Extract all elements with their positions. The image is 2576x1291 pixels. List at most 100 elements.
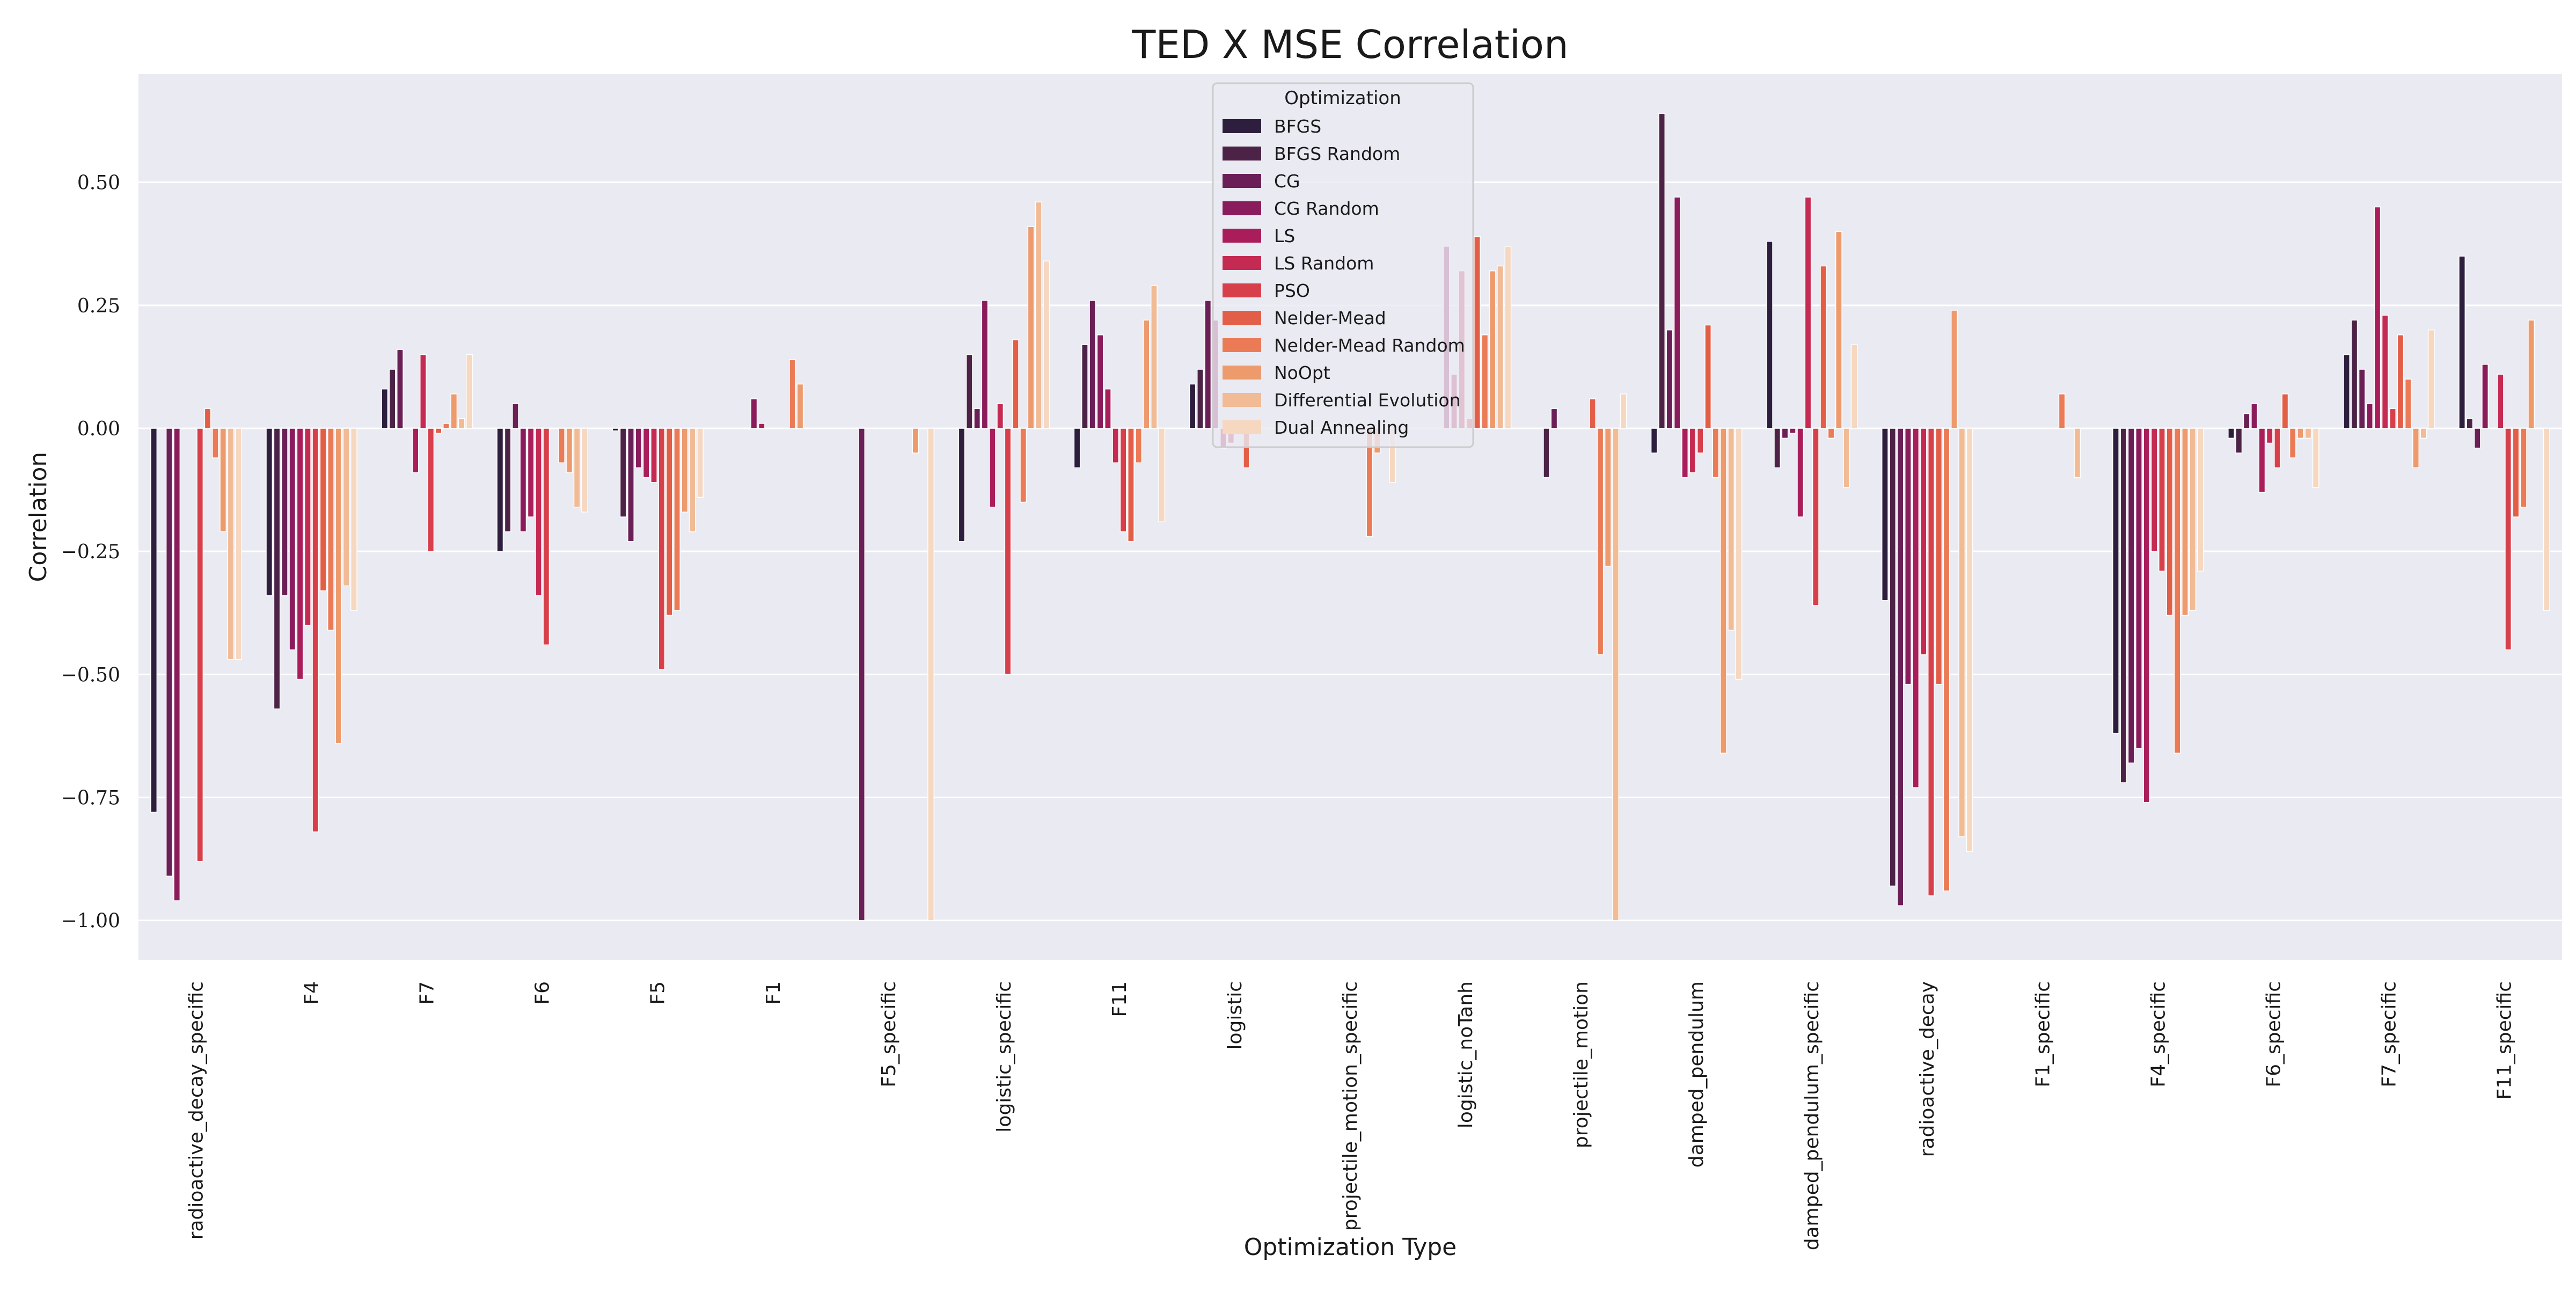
bar (350, 428, 357, 611)
x-tick-label: F7 (416, 981, 438, 1005)
bar (1497, 265, 1504, 429)
bar (1812, 428, 1819, 606)
legend-swatch (1223, 283, 1261, 297)
y-tick-label: −0.25 (61, 541, 120, 563)
bar (1104, 388, 1111, 429)
bar (2150, 428, 2158, 552)
bar (1904, 428, 1912, 685)
bar (619, 428, 627, 517)
x-tick-label: F5 (647, 981, 669, 1005)
bar (2473, 428, 2481, 449)
bar (642, 428, 650, 478)
legend-label: LS Random (1274, 253, 1374, 274)
bar (1658, 113, 1666, 429)
bar (2482, 364, 2489, 429)
bar (397, 349, 404, 429)
x-tick-label: logistic_noTanh (1455, 981, 1477, 1128)
legend-label: Differential Evolution (1274, 390, 1461, 411)
x-tick-label: F4 (301, 981, 323, 1005)
x-tick-label: F1_specific (2032, 981, 2054, 1088)
bar (504, 428, 511, 533)
x-tick-label: F6_specific (2263, 981, 2285, 1088)
legend-title: Optimization (1284, 87, 1401, 109)
bar (1889, 428, 1897, 887)
bar (543, 428, 550, 646)
bar (697, 428, 704, 498)
legend-label: BFGS (1274, 116, 1321, 137)
bar (2389, 408, 2397, 429)
legend-items: BFGS BFGS Random CG CG Random LS LS Random PSO… (1223, 116, 1465, 438)
bar (974, 408, 981, 429)
bar (2520, 428, 2527, 508)
bar (1474, 236, 1481, 429)
bar (958, 428, 965, 542)
bar (2366, 403, 2374, 429)
bar (2512, 428, 2520, 517)
bar (1620, 393, 1627, 429)
bar (1027, 226, 1035, 429)
bar (989, 428, 996, 508)
bar (1004, 428, 1012, 675)
bar (1927, 428, 1935, 896)
bar (389, 369, 396, 429)
bar (2112, 428, 2119, 734)
bar (1589, 398, 1597, 429)
bar (2427, 329, 2435, 429)
bar (281, 428, 288, 596)
y-tick-label: −1.00 (61, 910, 120, 932)
bar (1504, 246, 1512, 429)
bar (581, 428, 588, 513)
bar (1712, 428, 1719, 478)
bar (789, 359, 796, 429)
bar (981, 300, 989, 429)
bar (1604, 428, 1612, 567)
bar (558, 428, 565, 463)
bar (1789, 428, 1796, 434)
x-tick-label: F4_specific (2147, 981, 2169, 1088)
bar (1089, 300, 1096, 429)
bar (689, 428, 696, 533)
bar (496, 428, 504, 552)
bar (1704, 324, 1712, 429)
bar (2304, 428, 2312, 439)
bar (2458, 256, 2466, 429)
bar (1127, 428, 1135, 542)
bar (1612, 428, 1620, 921)
bar (381, 388, 389, 429)
x-tick-label: damped_pendulum (1686, 981, 1708, 1168)
bar (1143, 319, 1150, 429)
bar (1696, 428, 1704, 454)
legend-label: NoOpt (1274, 362, 1330, 383)
bar (2174, 428, 2181, 754)
legend[interactable]: Optimization BFGS BFGS Random CG CG Random L… (1212, 82, 1474, 448)
y-axis-label: Correlation (25, 452, 52, 582)
bar (1881, 428, 1889, 601)
bar (1943, 428, 1950, 892)
bar (2235, 428, 2243, 454)
legend-swatch (1223, 338, 1261, 352)
bar (1543, 428, 1550, 478)
bar (2505, 428, 2512, 651)
y-tick-label: 0.25 (77, 295, 120, 317)
bar (512, 403, 519, 429)
bar (327, 428, 334, 631)
bar (1597, 428, 1604, 655)
bar (2297, 428, 2304, 439)
bar (1035, 201, 1042, 429)
legend-label: Dual Annealing (1274, 417, 1409, 438)
bar (1650, 428, 1658, 454)
bar (2266, 428, 2273, 444)
bar (412, 428, 419, 473)
bar (1151, 285, 1158, 429)
bar (650, 428, 657, 483)
bar (2158, 428, 2165, 572)
bar (450, 393, 458, 429)
bar (1850, 344, 1858, 429)
legend-swatch (1223, 420, 1261, 434)
bar (335, 428, 342, 744)
bar (2143, 428, 2150, 803)
bar (1897, 428, 1904, 906)
bar (519, 428, 527, 533)
bar (674, 428, 680, 611)
